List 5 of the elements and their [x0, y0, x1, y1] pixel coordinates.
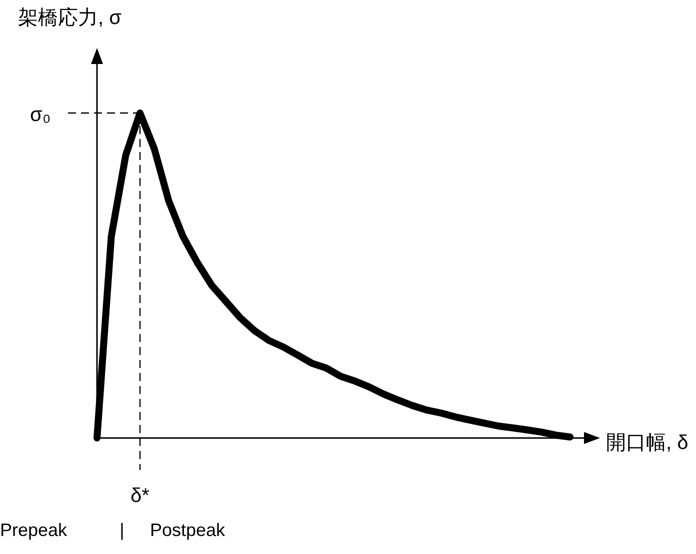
annotation: Prepeak [0, 520, 68, 540]
annotation: Postpeak [150, 520, 226, 540]
annotation: | [120, 520, 124, 540]
y-axis-title: 架橋応力, σ [18, 6, 122, 29]
x-axis-title: 開口幅, δ [606, 432, 688, 454]
